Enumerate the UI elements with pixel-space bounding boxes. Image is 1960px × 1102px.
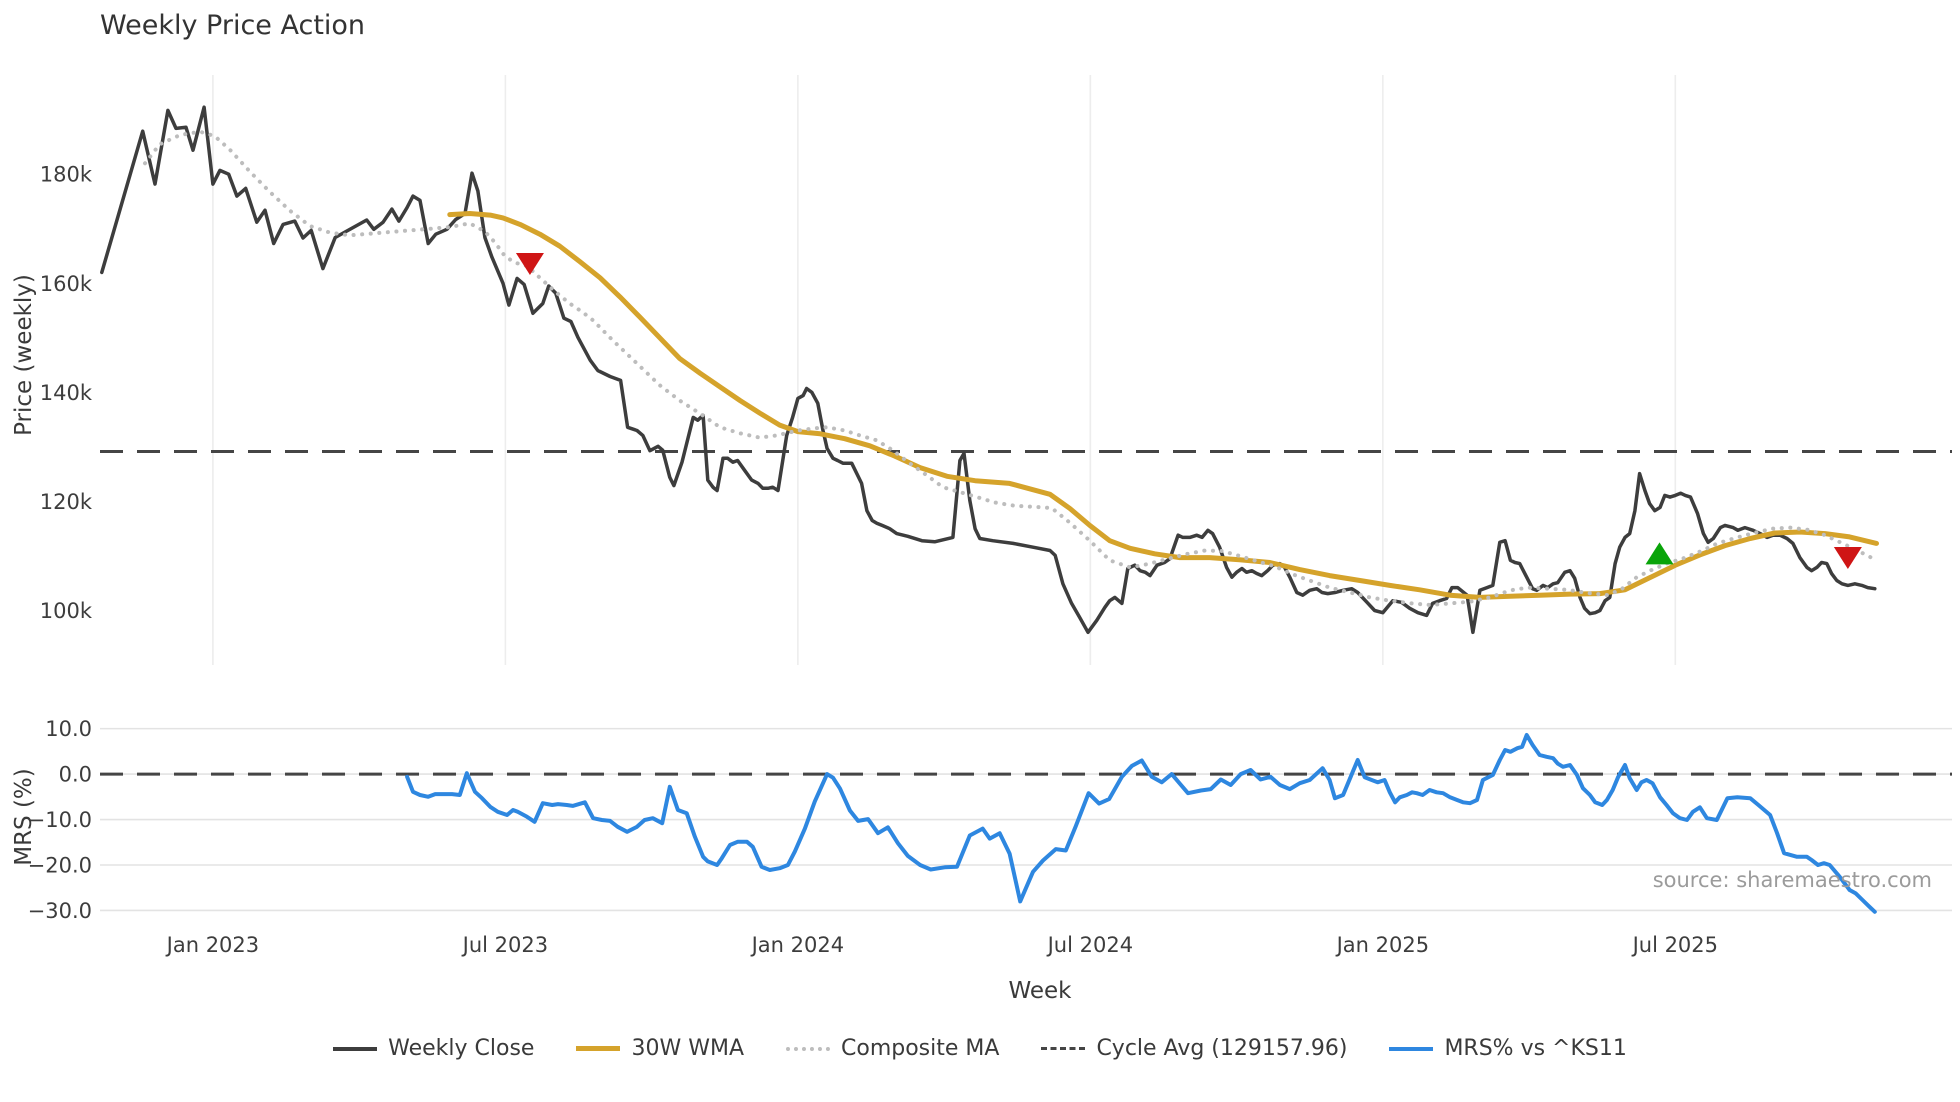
series-line-weekly-close bbox=[100, 105, 1877, 635]
y-tick-label: 140k bbox=[40, 381, 93, 405]
x-axis-label: Week bbox=[1008, 978, 1072, 1004]
mrs-line-swatch-icon bbox=[1389, 1046, 1434, 1051]
x-tick-label: Jul 2024 bbox=[1046, 933, 1133, 957]
legend-label: 30W WMA bbox=[631, 1036, 744, 1061]
y-tick-label: 10.0 bbox=[45, 717, 92, 741]
y-tick-label: 0.0 bbox=[59, 763, 92, 787]
series-line-30w-wma bbox=[447, 211, 1879, 600]
wma-line-swatch-icon bbox=[576, 1046, 621, 1051]
series-line-mrs-vs-ks11 bbox=[405, 733, 1877, 914]
legend-label: Cycle Avg (129157.96) bbox=[1096, 1036, 1348, 1061]
legend-item-weekly-close: Weekly Close bbox=[333, 1036, 534, 1061]
legend-item-30w-wma: 30W WMA bbox=[576, 1036, 744, 1061]
x-tick-label: Jan 2025 bbox=[1335, 933, 1430, 957]
legend-item-composite-ma: Composite MA bbox=[786, 1036, 999, 1061]
composite-ma-line-swatch-icon bbox=[786, 1046, 830, 1051]
x-tick-label: Jul 2023 bbox=[461, 933, 548, 957]
legend-item-mrs: MRS% vs ^KS11 bbox=[1389, 1036, 1627, 1061]
legend-label: Weekly Close bbox=[388, 1036, 535, 1061]
y-tick-label: 120k bbox=[40, 490, 93, 514]
sell-signal-marker-icon bbox=[1833, 546, 1862, 569]
y-tick-label: 160k bbox=[40, 272, 93, 296]
y-tick-label: −30.0 bbox=[28, 899, 92, 923]
x-tick-label: Jan 2023 bbox=[165, 933, 260, 957]
buy-signal-marker-icon bbox=[1645, 542, 1674, 565]
y-tick-label: 100k bbox=[40, 599, 93, 623]
x-tick-label: Jul 2025 bbox=[1631, 933, 1718, 957]
mrs-axis-label: MRS (%) bbox=[11, 768, 37, 866]
x-tick-label: Jan 2024 bbox=[750, 933, 845, 957]
y-tick-label: −20.0 bbox=[28, 854, 92, 878]
legend-label: MRS% vs ^KS11 bbox=[1444, 1036, 1627, 1061]
series-line-composite-ma bbox=[143, 129, 1879, 607]
legend: Weekly Close 30W WMA Composite MA Cycle … bbox=[0, 1036, 1960, 1061]
price-axis-label: Price (weekly) bbox=[11, 274, 37, 436]
weekly-close-line-swatch-icon bbox=[333, 1046, 378, 1051]
y-tick-label: −10.0 bbox=[28, 808, 92, 832]
legend-item-cycle-avg: Cycle Avg (129157.96) bbox=[1041, 1036, 1347, 1061]
legend-label: Composite MA bbox=[841, 1036, 1000, 1061]
chart-title: Weekly Price Action bbox=[100, 10, 366, 41]
y-tick-label: 180k bbox=[40, 163, 93, 187]
source-note: source: sharemaestro.com bbox=[1652, 868, 1932, 892]
cycle-avg-line-swatch-icon bbox=[1041, 1047, 1086, 1050]
sell-signal-marker-icon bbox=[515, 253, 544, 276]
